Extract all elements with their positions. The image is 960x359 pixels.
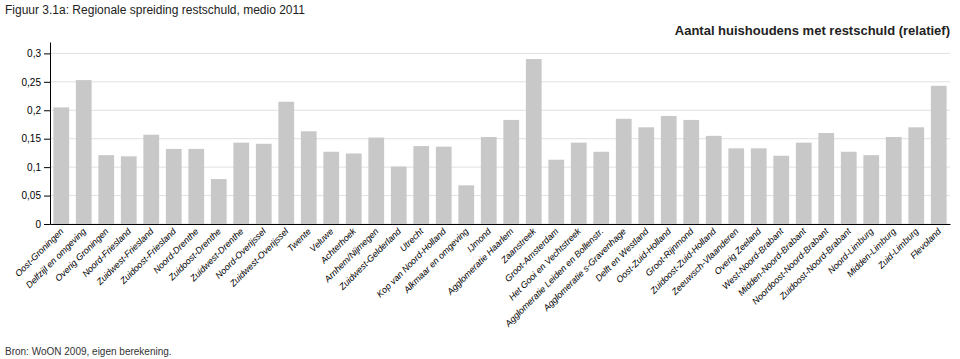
grid-line	[50, 138, 950, 139]
grid-line	[50, 110, 950, 111]
x-tick-label: Agglomeratie s-Gravenhage	[541, 226, 628, 313]
chart: 0 0,05 0,1 0,15 0,2 0,25 0,3 Oost-GroningenDelf…	[0, 0, 960, 359]
bar	[188, 149, 204, 224]
bar	[818, 133, 834, 224]
bar	[638, 127, 654, 224]
bar	[908, 127, 924, 224]
bar	[413, 146, 429, 224]
bar	[571, 143, 587, 224]
y-tick-mark	[44, 110, 50, 111]
y-tick-label: 0,3	[27, 48, 41, 59]
y-tick-label: 0,1	[27, 162, 41, 173]
y-tick: 0,1	[27, 162, 50, 173]
bar	[683, 120, 699, 224]
bar	[233, 143, 249, 224]
y-tick-mark	[44, 139, 50, 140]
bar	[728, 148, 744, 224]
bar	[706, 136, 722, 224]
x-tick-label: Zuidwest-Overijssel	[227, 225, 291, 289]
bar	[166, 149, 182, 224]
plot: 0 0,05 0,1 0,15 0,2 0,25 0,3 Oost-GroningenDelf…	[13, 43, 950, 330]
y-tick: 0,2	[27, 105, 50, 116]
y-tick-label: 0,05	[22, 190, 42, 201]
bar	[931, 86, 947, 224]
bar	[391, 167, 407, 224]
bar	[458, 185, 474, 224]
bar	[256, 144, 272, 224]
y-axis-line	[50, 43, 51, 225]
bar	[503, 120, 519, 224]
bar	[481, 137, 497, 224]
y-tick-label: 0,2	[27, 105, 41, 116]
y-tick: 0,05	[22, 190, 50, 201]
y-tick-mark	[44, 167, 50, 168]
y-tick-mark	[44, 196, 50, 197]
bar	[886, 137, 902, 224]
y-tick: 0,3	[27, 48, 50, 59]
y-tick: 0,25	[22, 77, 50, 88]
y-tick: 0,15	[22, 133, 50, 144]
grid-line	[50, 224, 950, 225]
y-tick: 0	[35, 219, 50, 230]
y-tick-label: 0	[35, 219, 41, 230]
x-tick: Twente	[285, 226, 312, 253]
grid-line	[50, 53, 950, 54]
bar	[301, 131, 317, 224]
bar	[53, 107, 69, 224]
y-tick-label: 0,25	[22, 77, 42, 88]
x-tick: Zuidwest-Overijssel	[227, 225, 291, 289]
x-axis-line	[51, 224, 951, 225]
bar	[616, 119, 632, 224]
bar	[593, 152, 609, 224]
grid-line	[50, 167, 950, 168]
bar	[796, 143, 812, 224]
bar	[548, 160, 564, 224]
subtitle: Aantal huishoudens met restschuld (relat…	[675, 23, 950, 38]
bar	[661, 116, 677, 224]
y-axis: 0 0,05 0,1 0,15 0,2 0,25 0,3	[22, 43, 51, 230]
bar	[323, 152, 339, 224]
bar	[436, 147, 452, 224]
bar	[278, 102, 294, 224]
x-tick-label: Twente	[285, 226, 312, 253]
y-tick-label: 0,15	[22, 133, 42, 144]
bar	[863, 155, 879, 224]
x-tick: Agglomeratie Leiden en Bollenstr.	[502, 226, 605, 329]
y-tick-mark	[44, 82, 50, 83]
grid	[50, 53, 950, 224]
source: Bron: WoON 2009, eigen berekening.	[5, 346, 172, 357]
x-tick: Agglomeratie s-Gravenhage	[541, 226, 628, 313]
bar	[76, 80, 92, 224]
x-axis: Oost-GroningenDelfzijl en omgevingOverig…	[13, 225, 950, 330]
bar	[346, 153, 362, 224]
title: Figuur 3.1a: Regionale spreiding restsch…	[5, 3, 305, 17]
bars	[53, 59, 946, 224]
grid-line	[50, 195, 950, 196]
bar	[121, 156, 137, 224]
bar	[211, 179, 227, 224]
bar	[841, 152, 857, 224]
x-tick-label: Flevoland	[908, 225, 943, 260]
bar	[98, 155, 114, 224]
bar	[773, 156, 789, 224]
bar	[751, 148, 767, 224]
grid-line	[50, 81, 950, 82]
x-tick: Flevoland	[908, 225, 943, 260]
y-tick-mark	[44, 224, 50, 225]
bar	[526, 59, 542, 224]
bar	[143, 135, 159, 224]
y-tick-mark	[44, 53, 50, 54]
bar	[368, 138, 384, 224]
x-tick-label: Agglomeratie Leiden en Bollenstr.	[502, 226, 605, 329]
